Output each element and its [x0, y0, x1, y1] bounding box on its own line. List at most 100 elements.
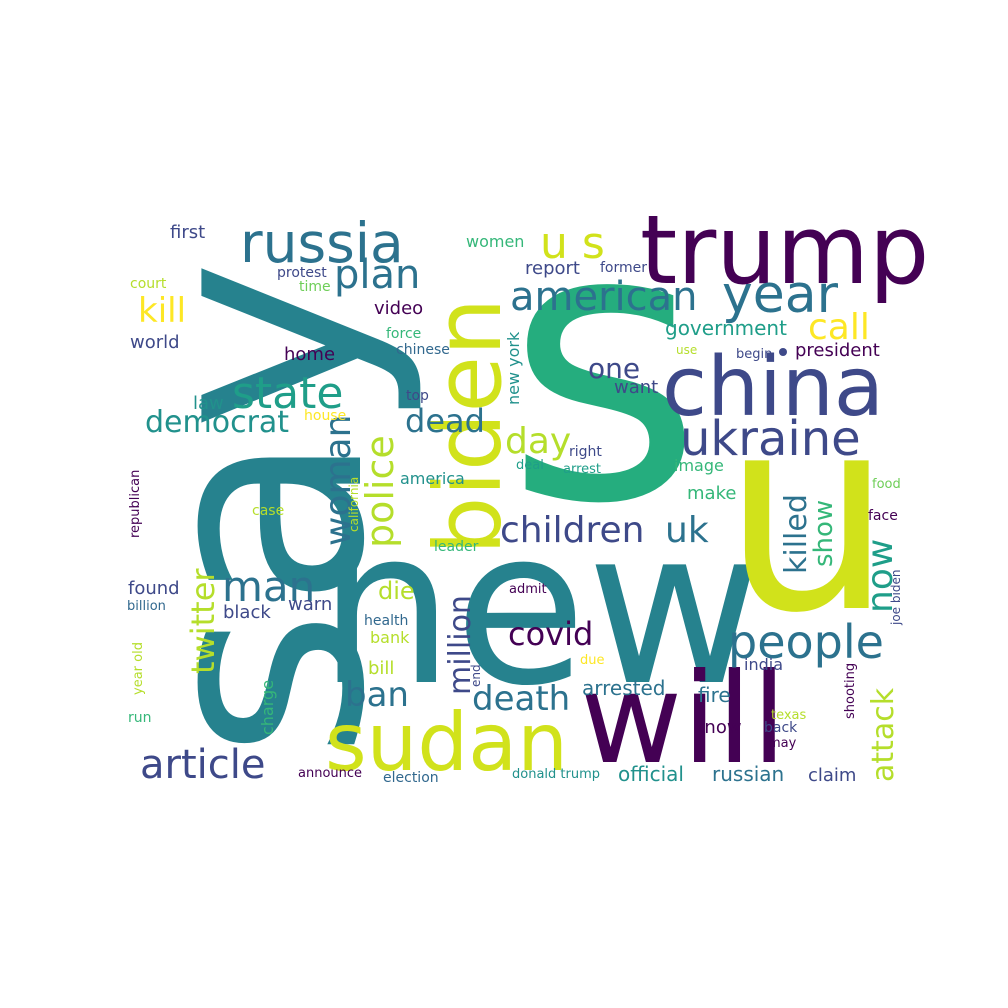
word-democrat: democrat — [145, 405, 289, 440]
word-right: right — [569, 444, 602, 460]
word-american: american — [510, 274, 698, 320]
word-run: run — [128, 710, 152, 726]
word-government: government — [665, 316, 787, 340]
word-republican: republican — [128, 470, 143, 538]
word-claim: claim — [808, 765, 856, 786]
word-chinese: chinese — [396, 342, 450, 358]
word-bill: bill — [368, 658, 394, 679]
word-trump: trump — [640, 196, 929, 306]
word-texas: texas — [771, 708, 807, 723]
word-found: found — [128, 578, 180, 599]
word-india: india — [744, 655, 783, 674]
word-make: make — [687, 483, 736, 504]
word-attack: attack — [866, 687, 901, 782]
word-president: president — [795, 340, 880, 361]
word-woman: woman — [318, 415, 359, 546]
word-health: health — [364, 613, 408, 629]
word-article: article — [140, 742, 265, 788]
word-begin: begin — [736, 347, 772, 362]
word-shooting: shooting — [843, 663, 858, 719]
word-fire: fire — [698, 683, 731, 707]
word-say: say — [92, 260, 429, 760]
word-bank: bank — [370, 628, 410, 647]
word-admit: admit — [509, 582, 547, 597]
word-billion: billion — [127, 599, 166, 614]
word-ban: ban — [345, 675, 409, 715]
word-day: day — [505, 421, 571, 462]
word-face: face — [868, 508, 898, 524]
word-children: children — [500, 510, 644, 551]
word-may: may — [768, 736, 797, 751]
word-uk: uk — [665, 510, 709, 551]
word-official: official — [618, 762, 684, 786]
word-california: california — [347, 477, 361, 532]
word-s: s — [505, 144, 703, 587]
word-russian: russian — [712, 762, 784, 786]
word-black: black — [223, 602, 271, 623]
word-end: end — [469, 664, 483, 687]
word-back: back — [764, 720, 798, 736]
word-u-s: u s — [540, 218, 605, 269]
word-now: now — [860, 539, 901, 613]
word-year-old: year old — [131, 642, 146, 695]
word-death: death — [472, 679, 570, 719]
word-video: video — [374, 298, 423, 319]
word-china: china — [662, 340, 884, 435]
word-want: want — [614, 377, 658, 398]
word-force: force — [386, 326, 421, 342]
word-ukraine: ukraine — [680, 411, 861, 467]
word-police: police — [358, 435, 402, 548]
word-million: million — [443, 595, 478, 695]
word-will: will — [580, 647, 786, 792]
word-die: die — [378, 577, 415, 605]
word-dead: dead — [405, 402, 485, 440]
word-joe-biden: joe biden — [889, 570, 903, 626]
word-state: state — [232, 368, 343, 419]
word-show: show — [809, 500, 839, 567]
word-donald-trump: donald trump — [512, 767, 600, 782]
word-use: use — [676, 343, 697, 357]
word-time: time — [299, 279, 331, 295]
word-case: case — [252, 503, 284, 519]
word-first: first — [170, 222, 205, 243]
word-arrest: arrest — [563, 462, 601, 477]
word-house: house — [304, 408, 346, 424]
word-russia: russia — [240, 211, 404, 275]
word-know: know — [694, 717, 742, 738]
word-home: home — [284, 344, 335, 365]
word-charge: charge — [258, 680, 277, 735]
word-court: court — [130, 276, 167, 292]
word-twitter: twitter — [184, 568, 222, 674]
word-man: man — [222, 562, 315, 611]
word-covid: covid — [508, 615, 593, 653]
word-new: new — [318, 482, 762, 733]
word-announce: announce — [298, 766, 362, 781]
word-due: due — [580, 653, 605, 668]
word-arrested: arrested — [582, 676, 665, 700]
word-law: law — [193, 393, 224, 414]
word-year: year — [722, 265, 839, 325]
word-people: people — [728, 615, 884, 669]
word-women: women — [466, 232, 524, 251]
word-protest: protest — [277, 265, 327, 281]
word-u: u — [722, 357, 893, 672]
word-killed: killed — [779, 494, 814, 574]
word-plan: plan — [334, 252, 420, 298]
word-new-york: new york — [504, 331, 523, 405]
word-sudan: sudan — [325, 696, 568, 789]
word-call: call — [808, 307, 870, 348]
word-world: world — [130, 332, 180, 353]
word-deal: deal — [516, 458, 544, 473]
word-america: america — [400, 469, 465, 488]
word-report: report — [525, 258, 580, 279]
word-one: one — [588, 352, 640, 385]
word-former: former — [600, 260, 647, 276]
word-top: top — [406, 388, 429, 404]
word-warn: warn — [288, 594, 332, 615]
word-election: election — [383, 770, 439, 786]
dot-mark — [779, 348, 787, 356]
word-image: image — [674, 456, 724, 475]
word-kill: kill — [138, 291, 186, 331]
